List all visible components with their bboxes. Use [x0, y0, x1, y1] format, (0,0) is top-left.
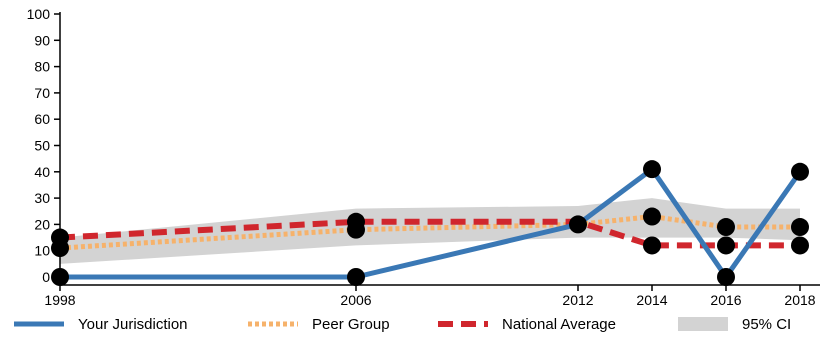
data-point	[791, 162, 809, 181]
y-tick-label: 60	[34, 111, 50, 127]
y-tick-label: 30	[34, 190, 50, 206]
data-point	[643, 207, 661, 226]
data-point	[51, 268, 69, 286]
legend-item: 95% CI	[678, 316, 791, 333]
legend-item: National Average	[438, 316, 616, 333]
data-point	[717, 218, 735, 237]
data-point	[569, 215, 587, 234]
legend-item: Your Jurisdiction	[14, 316, 188, 333]
y-tick-label: 20	[34, 216, 50, 232]
x-tick-label: 2016	[710, 292, 741, 308]
axes: 0 10 20 30 40 50 60 70 80 90 100 1998 2006 2012 2014 20…	[27, 6, 820, 308]
data-point	[791, 236, 809, 255]
series-line-your-jurisdiction	[60, 166, 803, 280]
legend-item: Peer Group	[248, 316, 390, 333]
x-tick-label: 2012	[562, 292, 593, 308]
legend-swatch	[678, 317, 728, 331]
data-point	[791, 218, 809, 237]
x-tick-label: 2014	[636, 292, 667, 308]
data-point	[717, 236, 735, 255]
y-tick-label: 0	[42, 269, 50, 285]
data-point	[347, 268, 365, 286]
data-point	[717, 268, 735, 286]
series-lines	[59, 166, 803, 280]
legend: Your Jurisdiction Peer Group National Aver…	[14, 316, 791, 333]
x-tick-label: 2018	[784, 292, 815, 308]
legend-label: Your Jurisdiction	[78, 316, 188, 333]
y-tick-label: 80	[34, 59, 50, 75]
y-tick-label: 70	[34, 85, 50, 101]
series-markers	[51, 160, 809, 286]
y-tick-label: 50	[34, 138, 50, 154]
legend-label: 95% CI	[742, 316, 791, 333]
y-tick-label: 90	[34, 32, 50, 48]
y-tick-label: 100	[27, 6, 51, 22]
data-point	[643, 160, 661, 179]
legend-label: Peer Group	[312, 316, 390, 333]
legend-label: National Average	[502, 316, 616, 333]
x-tick-label: 1998	[44, 292, 75, 308]
data-point	[643, 236, 661, 255]
ci-band-layer	[60, 198, 800, 264]
y-tick-label: 10	[34, 243, 50, 259]
ci-band	[60, 198, 800, 264]
data-point	[51, 228, 69, 247]
x-tick-label: 2006	[340, 292, 371, 308]
series-line-peer-group	[59, 214, 800, 251]
y-tick-label: 40	[34, 164, 50, 180]
data-point	[347, 212, 365, 231]
series-line-national-average	[59, 218, 800, 249]
